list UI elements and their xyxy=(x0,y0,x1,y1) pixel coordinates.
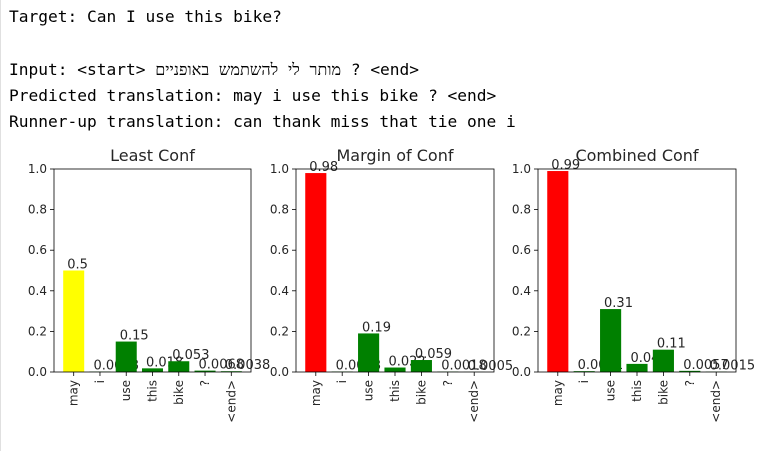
chart-1: Least Conf0.5may0.0018i0.15use0.018this0… xyxy=(28,146,270,423)
y-tick-label: 1.0 xyxy=(28,162,47,176)
y-tick-label: 1.0 xyxy=(270,162,289,176)
y-tick-label: 0.2 xyxy=(28,324,47,338)
x-tick-label: this xyxy=(388,380,402,402)
y-tick-label: 0.6 xyxy=(28,243,47,257)
x-tick-label: use xyxy=(604,380,618,401)
bar-bike-4 xyxy=(410,360,432,372)
bar-this-3 xyxy=(384,367,406,372)
predicted-translation-line: Predicted translation: may i use this bi… xyxy=(9,86,497,105)
plot-frame xyxy=(537,168,737,373)
bar-may-0 xyxy=(547,171,569,372)
x-tick-label: use xyxy=(362,380,376,401)
y-tick-label: 0.4 xyxy=(512,284,531,298)
bar-i-1 xyxy=(573,371,595,372)
x-tick-label: i xyxy=(335,380,349,383)
bar-bike-4 xyxy=(652,349,674,372)
bar-value-label: 0.0057 xyxy=(683,358,729,373)
x-tick-label: bike xyxy=(172,380,186,405)
x-tick-label: <end> xyxy=(224,380,238,423)
chart-title: Least Conf xyxy=(110,146,195,165)
y-tick-label: 0.6 xyxy=(270,243,289,257)
bar-use-2 xyxy=(358,333,380,372)
chart-3: Combined Conf0.99may0.0041i0.31use0.04th… xyxy=(512,146,755,423)
bar-may-0 xyxy=(63,270,85,372)
y-tick-label: 0.4 xyxy=(28,284,47,298)
bar-value-label: 0.19 xyxy=(362,320,391,335)
y-tick-label: 0.0 xyxy=(270,365,289,379)
bar--5 xyxy=(679,370,701,372)
x-tick-label: bike xyxy=(656,380,670,405)
bar-use-2 xyxy=(115,341,137,372)
x-tick-label: this xyxy=(630,380,644,402)
bar-this-3 xyxy=(141,368,164,372)
x-tick-label: i xyxy=(93,380,107,383)
bar-use-2 xyxy=(600,309,622,372)
bar-value-label: 0.98 xyxy=(309,160,338,175)
x-tick-label: <end> xyxy=(467,380,481,423)
y-tick-label: 0.0 xyxy=(28,365,47,379)
bar-value-label: 0.0018 xyxy=(441,359,487,374)
x-tick-label: may xyxy=(309,380,323,406)
y-tick-label: 0.8 xyxy=(28,203,47,217)
chart-title: Combined Conf xyxy=(575,146,698,165)
x-tick-label: bike xyxy=(414,380,428,405)
x-tick-label: this xyxy=(146,380,160,402)
bar-value-label: 0.99 xyxy=(551,158,580,173)
bar-value-label: 0.0038 xyxy=(225,358,271,373)
x-tick-label: may xyxy=(67,380,81,406)
plot-frame xyxy=(53,168,252,373)
target-line: Target: Can I use this bike? xyxy=(9,7,282,26)
bar-value-label: 0.053 xyxy=(172,348,209,363)
y-tick-label: 1.0 xyxy=(512,162,531,176)
bar-value-label: 0.31 xyxy=(604,296,633,311)
x-tick-label: ? xyxy=(441,380,455,386)
y-tick-label: 0.2 xyxy=(512,324,531,338)
bar-value-label: 0.04 xyxy=(630,351,659,366)
x-tick-label: ? xyxy=(683,380,697,386)
chart-2: Margin of Conf0.98may0.0023i0.19use0.022… xyxy=(270,146,513,423)
x-tick-label: ? xyxy=(198,380,212,386)
bar-value-label: 0.11 xyxy=(657,337,686,352)
y-tick-label: 0.6 xyxy=(512,243,531,257)
x-tick-label: i xyxy=(577,380,591,383)
input-line: Input: <start> מותר לי להשתמש באופניים ?… xyxy=(9,60,420,79)
y-tick-label: 0.8 xyxy=(512,203,531,217)
y-tick-label: 0.2 xyxy=(270,324,289,338)
bar-value-label: 0.059 xyxy=(415,347,452,362)
bar--5 xyxy=(194,370,216,372)
y-tick-label: 0.0 xyxy=(512,365,531,379)
bar-this-3 xyxy=(626,363,648,372)
bar-bike-4 xyxy=(168,361,190,372)
bar-value-label: 0.0005 xyxy=(468,359,514,374)
plot-frame xyxy=(295,168,495,373)
bar-value-label: 0.15 xyxy=(120,329,149,344)
runner-up-translation-line: Runner-up translation: can thank miss th… xyxy=(9,112,516,131)
y-tick-label: 0.8 xyxy=(270,203,289,217)
bar-may-0 xyxy=(305,173,327,372)
x-tick-label: may xyxy=(551,380,565,406)
bar-value-label: 0.5 xyxy=(67,258,88,273)
bar-value-label: 0.0015 xyxy=(710,359,756,374)
bar-value-label: 0.0068 xyxy=(199,358,245,373)
y-tick-label: 0.4 xyxy=(270,284,289,298)
chart-title: Margin of Conf xyxy=(337,146,454,165)
cell-left-border xyxy=(0,0,1,451)
x-tick-label: <end> xyxy=(709,380,723,423)
x-tick-label: use xyxy=(119,380,133,401)
